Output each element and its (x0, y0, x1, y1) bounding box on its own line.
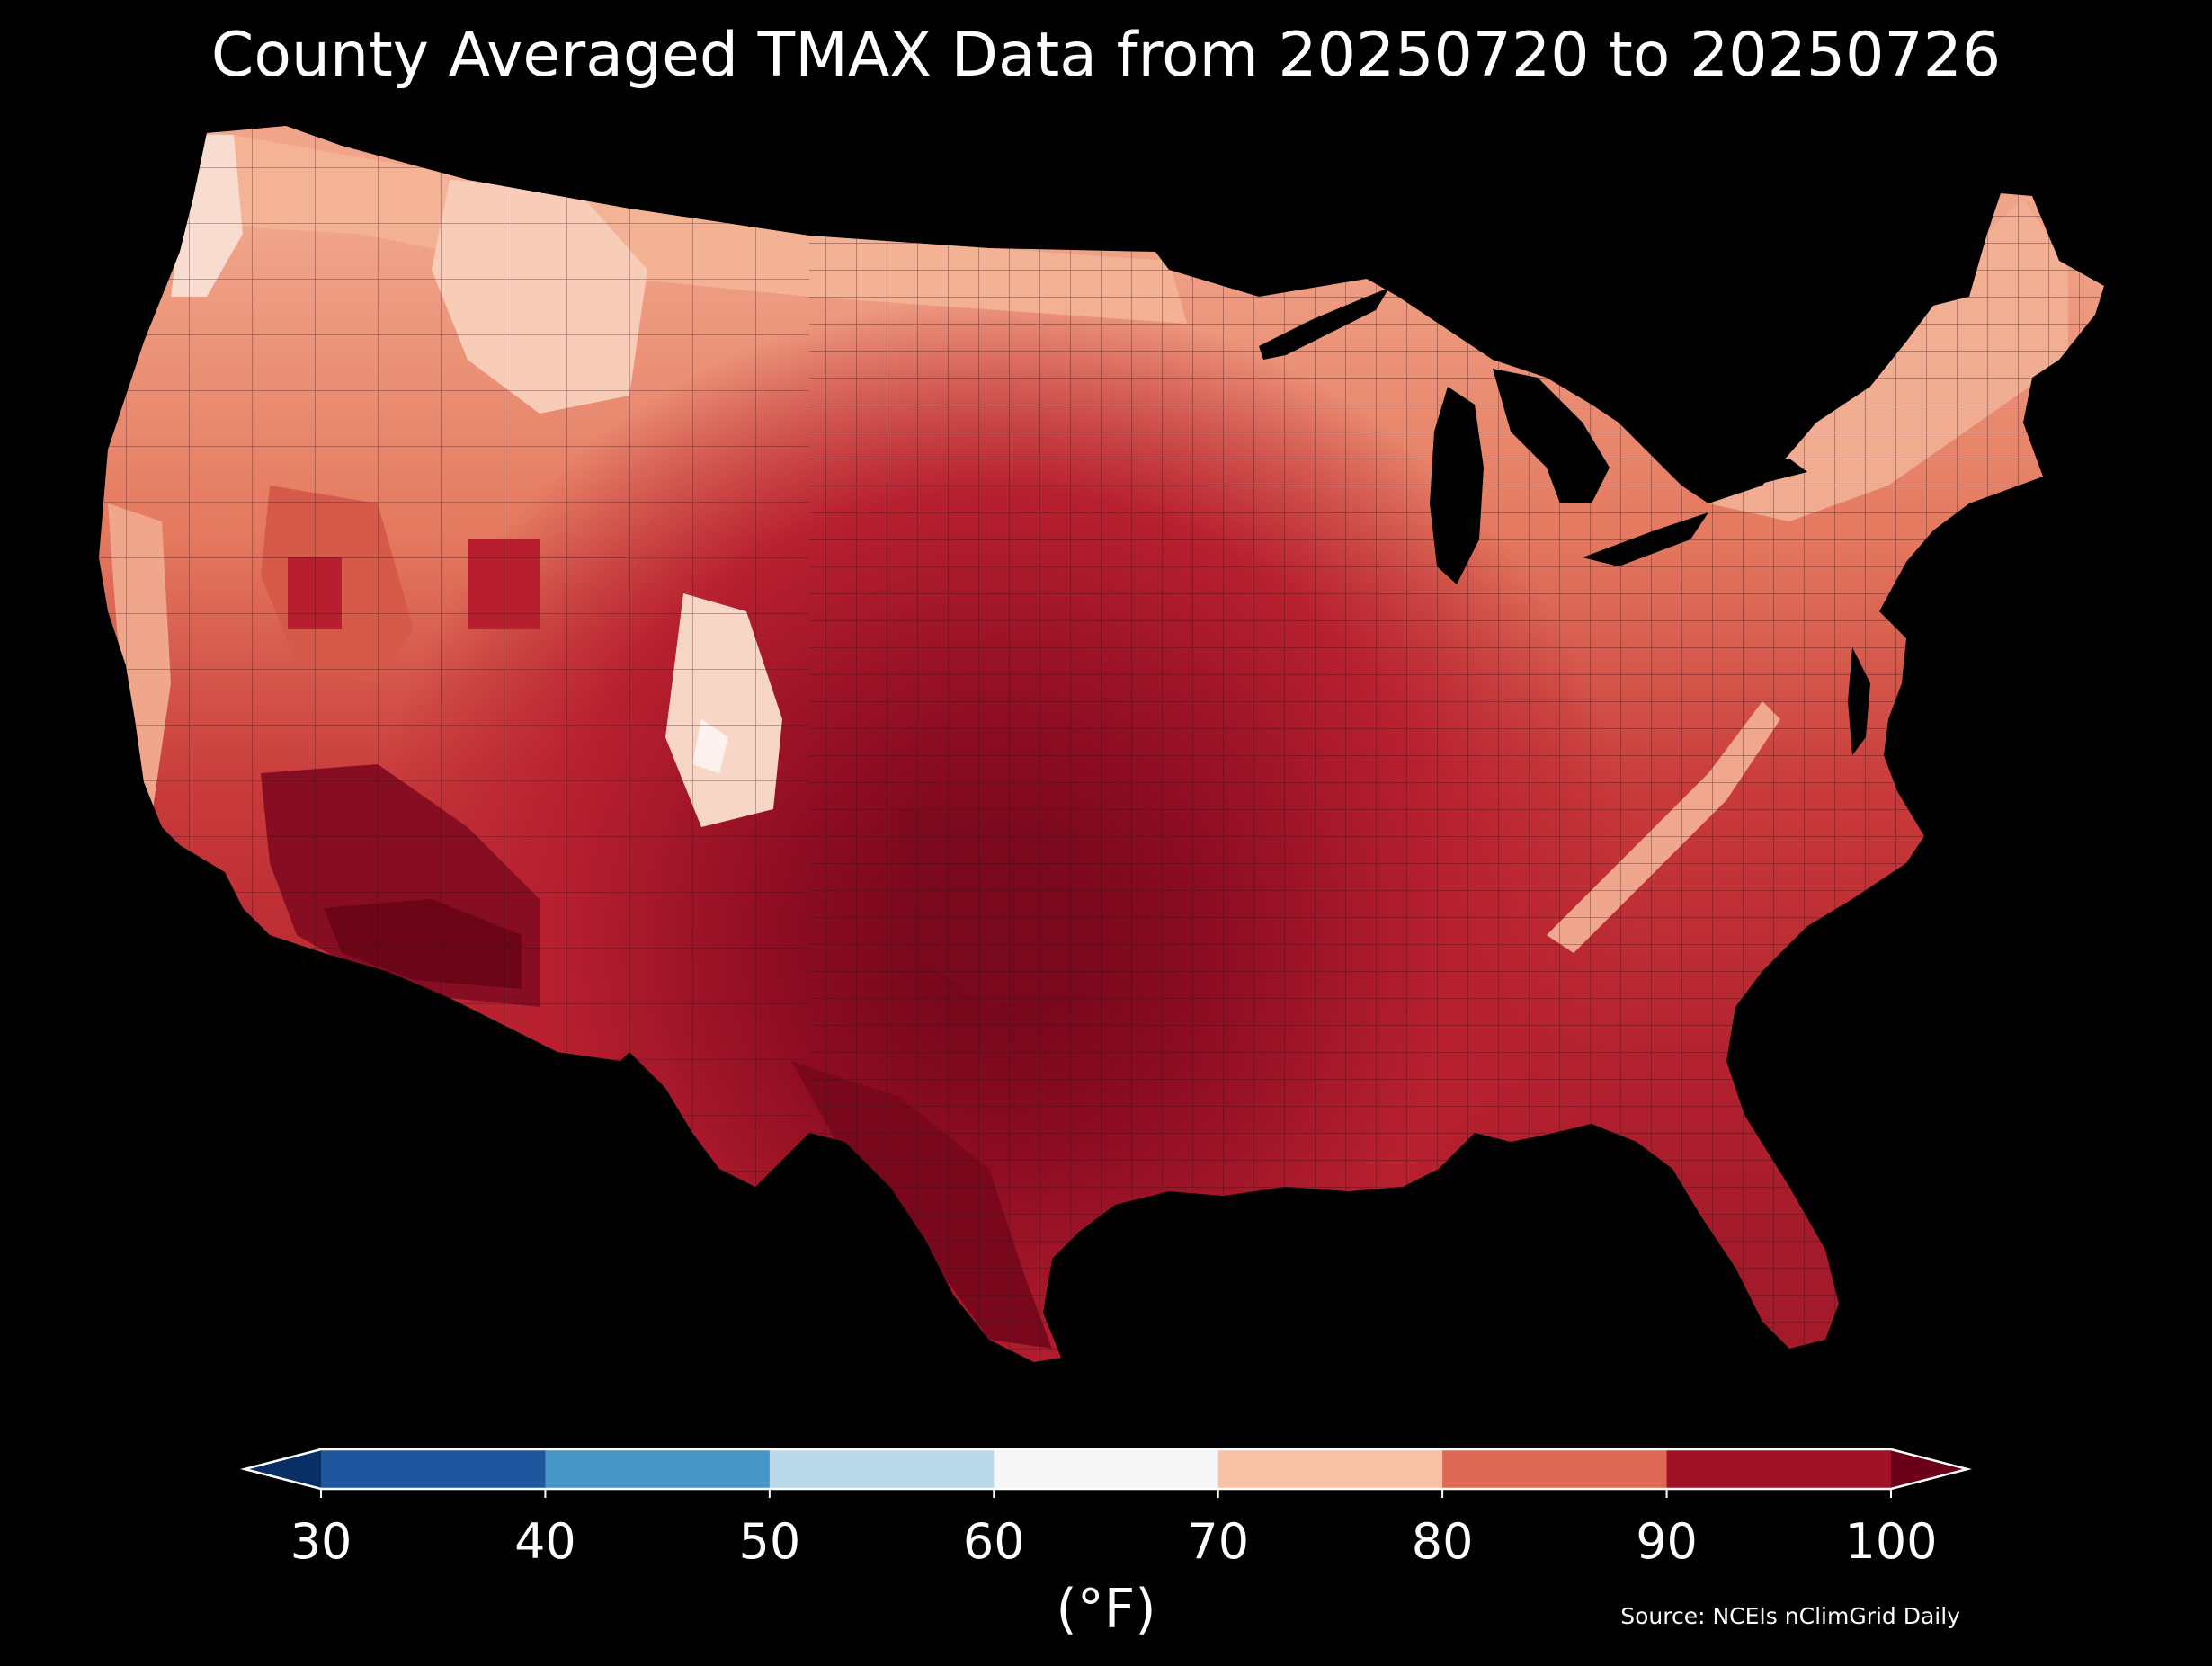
lake-erie (1583, 512, 1708, 566)
colorbar-bin-80-90 (1442, 1449, 1668, 1489)
source-note: Source: NCEIs nClimGrid Daily (1620, 1603, 1960, 1629)
colorbar-bin-50-60 (769, 1449, 995, 1489)
colorbar-tick-label: 50 (738, 1513, 801, 1570)
colorbar-bin-30-40 (321, 1449, 546, 1489)
colorbar-bin-70-80 (1217, 1449, 1443, 1489)
colorbar-bin-90-100 (1666, 1449, 1892, 1489)
colorbar-tick-label: 30 (290, 1513, 352, 1570)
colorbar-unit-label: (°F) (1056, 1578, 1156, 1641)
map-title: County Averaged TMAX Data from 20250720 … (210, 20, 2002, 91)
lake-superior (1259, 288, 1389, 360)
chesapeake-bay (1848, 647, 1870, 755)
colorbar-tick-label: 40 (514, 1513, 576, 1570)
lake-michigan (1430, 387, 1484, 584)
colorbar-over-arrow (1891, 1449, 1967, 1489)
colorbar-tick-label: 70 (1187, 1513, 1250, 1570)
colorbar-tick-label: 90 (1636, 1513, 1698, 1570)
lake-huron (1493, 369, 1610, 503)
colorbar-under-arrow (245, 1449, 321, 1489)
lake-ontario (1735, 459, 1807, 486)
colorbar-tick-label: 80 (1411, 1513, 1474, 1570)
colorbar-tick-label: 60 (962, 1513, 1025, 1570)
colorbar-bin-60-70 (994, 1449, 1219, 1489)
colorbar-tick-label: 100 (1844, 1513, 1938, 1570)
colorbar-bin-40-50 (545, 1449, 771, 1489)
